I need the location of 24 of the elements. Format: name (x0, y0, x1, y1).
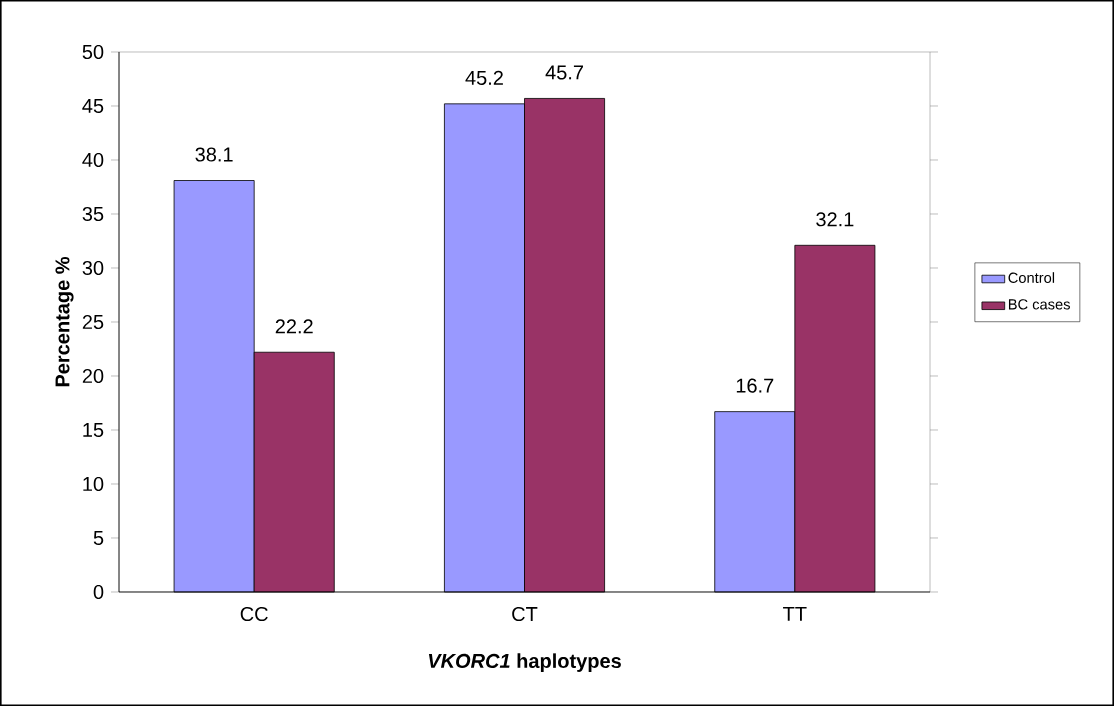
y-tick-label: 10 (83, 476, 104, 492)
x-tick-label: CT (512, 606, 538, 622)
y-tick-label: 0 (93, 584, 104, 600)
y-tick-label: 45 (82, 99, 104, 113)
x-tick-label: TT (783, 606, 807, 621)
y-tick-label: 5 (93, 531, 104, 545)
data-label: 45.7 (545, 65, 584, 80)
y-tick-label: 50 (82, 44, 104, 60)
legend-label: BC cases (1008, 299, 1070, 310)
y-tick-label: 40 (82, 152, 104, 168)
y-axis-title: Percentage % (55, 256, 74, 387)
y-tick-label: 15 (83, 423, 104, 437)
data-label: 32.1 (816, 212, 854, 227)
legend-label: Control (1008, 272, 1055, 283)
x-tick-label: CC (240, 606, 268, 622)
y-tick-label: 25 (82, 314, 104, 330)
data-label: 38.1 (195, 147, 233, 162)
y-tick-label: 20 (82, 368, 104, 384)
data-label: 16.7 (736, 378, 774, 393)
data-label: 45.2 (465, 70, 503, 85)
data-label: 22.2 (275, 319, 313, 334)
x-axis-title: VKORC1 haplotypes (428, 653, 621, 672)
y-tick-label: 30 (82, 260, 104, 276)
y-tick-label: 35 (82, 206, 104, 222)
